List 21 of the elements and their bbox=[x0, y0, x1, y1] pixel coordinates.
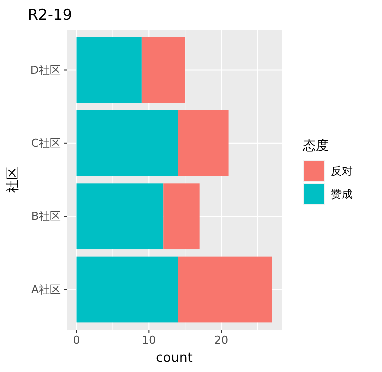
legend-label: 反对 bbox=[331, 165, 353, 178]
bar bbox=[178, 256, 272, 323]
legend-title: 态度 bbox=[302, 138, 329, 154]
y-tick-label: C社区 bbox=[31, 136, 61, 150]
y-tick-label: B社区 bbox=[31, 210, 61, 224]
x-axis-title: count bbox=[156, 351, 193, 366]
chart-title: R2-19 bbox=[28, 6, 72, 24]
y-tick-label: A社区 bbox=[31, 283, 61, 296]
bar bbox=[76, 184, 164, 250]
bar bbox=[178, 110, 229, 176]
bar bbox=[76, 37, 142, 104]
x-tick-label: 20 bbox=[214, 334, 229, 347]
bar bbox=[76, 256, 178, 323]
x-tick-label: 10 bbox=[142, 334, 156, 347]
legend-label: 赞成 bbox=[331, 188, 353, 201]
bar bbox=[142, 37, 186, 104]
x-tick-label: 0 bbox=[73, 334, 80, 347]
bar bbox=[164, 184, 200, 250]
bar bbox=[76, 110, 178, 176]
y-tick-label: D社区 bbox=[30, 64, 61, 77]
y-axis-title: 社区 bbox=[6, 167, 21, 193]
